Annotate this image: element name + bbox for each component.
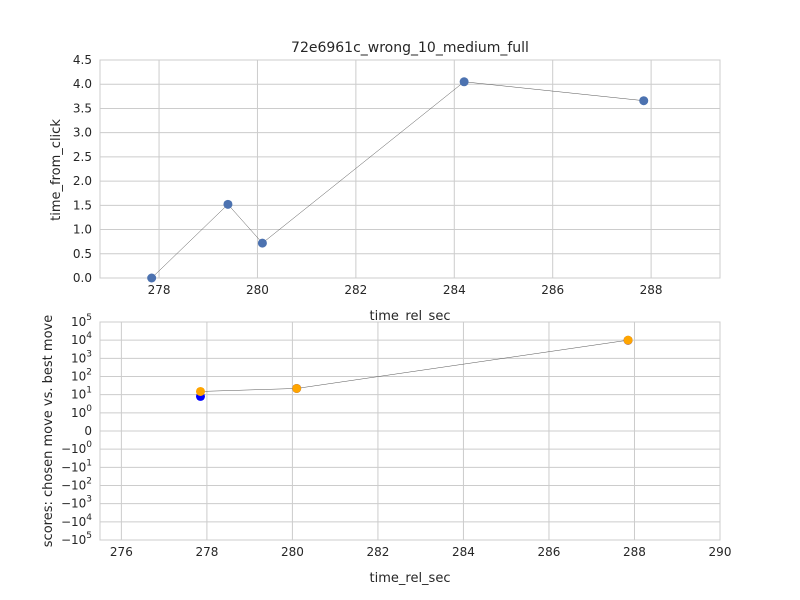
top-y-tick-label: 3.5 (73, 101, 92, 115)
bottom-y-tick-label: 100 (71, 404, 92, 420)
top-data-point (639, 96, 649, 106)
bottom-y-tick-base: 10 (71, 333, 86, 347)
top-x-tick-label: 284 (443, 283, 466, 297)
top-x-tick-label: 288 (640, 283, 663, 297)
top-y-ticks: 0.0 0.5 1.0 1.5 2.0 2.5 3.0 3.5 4.0 4.5 (73, 53, 92, 285)
top-grid (100, 59, 720, 279)
bottom-x-tick-label: 278 (195, 545, 218, 559)
bottom-y-tick-base: −10 (61, 460, 86, 474)
top-y-axis-label: time_from_click (49, 119, 64, 221)
top-x-tick-label: 282 (344, 283, 367, 297)
bottom-y-tick-label: 0 (84, 424, 92, 438)
bottom-x-tick-label: 284 (452, 545, 475, 559)
bottom-y-tick-label: −103 (61, 495, 92, 511)
bottom-marks (195, 335, 633, 401)
bottom-y-tick-label: 102 (71, 368, 92, 384)
bottom-x-tick-label: 280 (281, 545, 304, 559)
bottom-data-point (623, 335, 633, 345)
bottom-y-tick-exponent: 0 (86, 440, 92, 450)
bottom-y-tick-label: 105 (71, 313, 92, 329)
bottom-y-tick-label: 101 (71, 386, 92, 402)
bottom-x-tick-label: 290 (709, 545, 732, 559)
chart-title: 72e6961c_wrong_10_medium_full (291, 40, 529, 56)
bottom-y-tick-label: −104 (61, 513, 92, 529)
bottom-y-tick-exponent: 0 (86, 404, 92, 414)
top-marks (147, 77, 649, 283)
bottom-y-tick-base: −10 (61, 479, 86, 493)
top-data-point (223, 199, 233, 209)
top-x-axis-label: time_rel_sec (370, 309, 451, 324)
bottom-y-tick-base: 10 (71, 370, 86, 384)
bottom-y-tick-label: 104 (71, 331, 92, 347)
bottom-y-tick-exponent: 4 (86, 331, 92, 341)
top-y-tick-label: 0.5 (73, 247, 92, 261)
bottom-y-tick-exponent: 5 (86, 313, 92, 323)
bottom-y-tick-label: 103 (71, 349, 92, 365)
top-y-tick-label: 1.0 (73, 223, 92, 237)
top-data-point (459, 77, 469, 87)
bottom-y-tick-base: −10 (61, 497, 86, 511)
bottom-y-tick-exponent: 1 (86, 386, 92, 396)
bottom-y-tick-base: 0 (84, 424, 92, 438)
top-y-tick-label: 2.0 (73, 174, 92, 188)
bottom-y-ticks: 1051041031021011000−100−101−102−103−104−… (61, 313, 92, 547)
top-y-tick-label: 4.0 (73, 77, 92, 91)
bottom-y-tick-base: 10 (71, 388, 86, 402)
top-x-tick-label: 280 (246, 283, 269, 297)
bottom-y-tick-exponent: 4 (86, 513, 92, 523)
bottom-y-tick-exponent: 3 (86, 495, 92, 505)
top-y-tick-label: 4.5 (73, 53, 92, 67)
bottom-data-point (292, 383, 302, 393)
bottom-data-point (195, 386, 205, 396)
bottom-plot: 276 278 280 282 284 286 288 290 105104103102101… (41, 313, 731, 586)
top-data-point (147, 273, 157, 283)
bottom-y-tick-base: 10 (71, 351, 86, 365)
bottom-y-tick-exponent: 2 (86, 477, 92, 487)
bottom-y-tick-base: −10 (61, 442, 86, 456)
bottom-y-tick-base: −10 (61, 533, 86, 547)
bottom-x-tick-label: 276 (110, 545, 133, 559)
bottom-y-tick-label: −105 (61, 531, 92, 547)
bottom-y-tick-exponent: 5 (86, 531, 92, 541)
bottom-y-tick-base: 10 (71, 315, 86, 329)
bottom-y-tick-exponent: 2 (86, 368, 92, 378)
top-x-tick-label: 278 (148, 283, 171, 297)
bottom-x-axis-label: time_rel_sec (370, 571, 451, 586)
bottom-y-tick-label: −101 (61, 458, 92, 474)
top-y-tick-label: 0.0 (73, 271, 92, 285)
top-x-tick-label: 286 (541, 283, 564, 297)
bottom-x-tick-label: 282 (366, 545, 389, 559)
top-y-tick-label: 1.5 (73, 198, 92, 212)
bottom-y-tick-label: −102 (61, 477, 92, 493)
bottom-grid (100, 321, 721, 541)
bottom-y-tick-exponent: 3 (86, 349, 92, 359)
bottom-y-axis-label: scores: chosen move vs. best move (41, 315, 56, 547)
top-data-point (257, 238, 267, 248)
top-y-tick-label: 3.0 (73, 126, 92, 140)
top-x-ticks: 278 280 282 284 286 288 (148, 283, 663, 297)
top-plot: 278 280 282 284 286 288 0.0 0.5 1.0 1.5 2.0 2.5 3.0… (49, 40, 721, 324)
bottom-y-tick-base: 10 (71, 406, 86, 420)
top-y-tick-label: 2.5 (73, 150, 92, 164)
bottom-x-ticks: 276 278 280 282 284 286 288 290 (110, 545, 732, 559)
bottom-x-tick-label: 288 (623, 545, 646, 559)
bottom-y-tick-base: −10 (61, 515, 86, 529)
bottom-y-tick-exponent: 1 (86, 458, 92, 468)
bottom-x-tick-label: 286 (538, 545, 561, 559)
bottom-y-tick-label: −100 (61, 440, 92, 456)
top-plot-area (99, 59, 721, 279)
